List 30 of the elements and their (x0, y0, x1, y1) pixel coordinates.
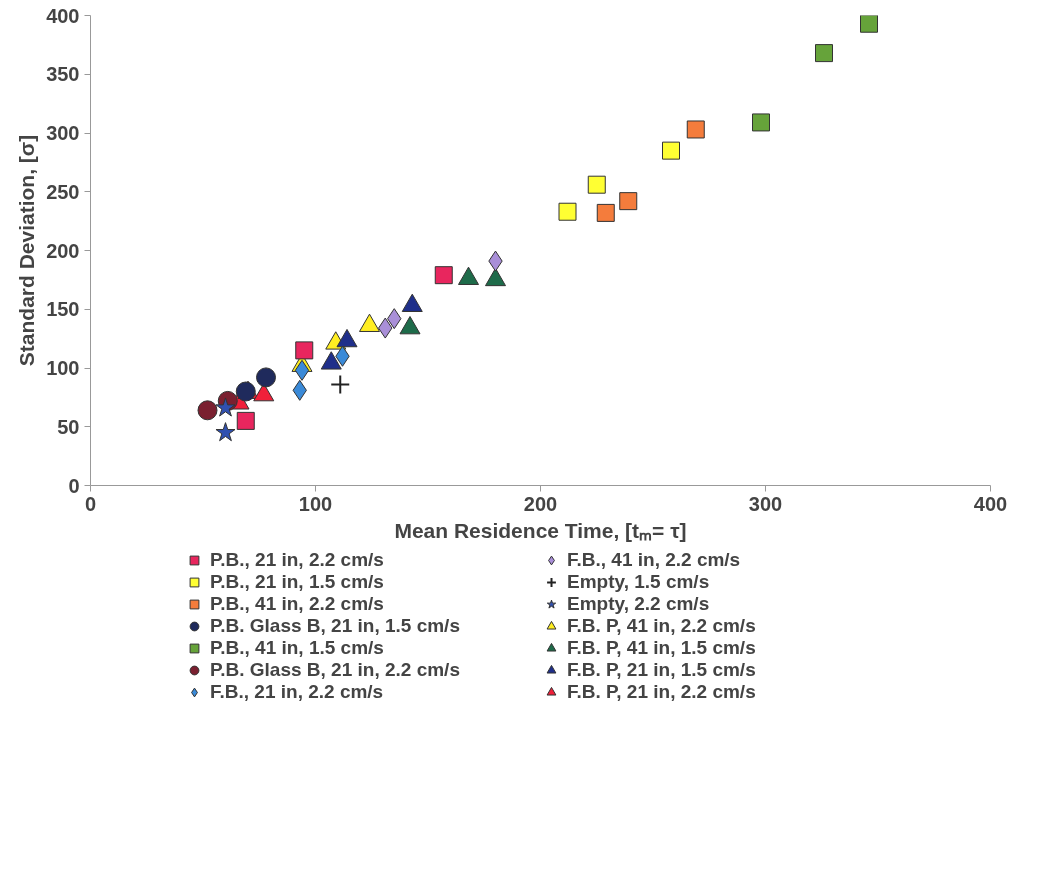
legend-label: P.B., 21 in, 1.5 cm/s (210, 571, 385, 593)
legend-label: Empty, 1.5 cm/s (567, 571, 711, 593)
legend-label: F.B. P, 21 in, 2.2 cm/s (567, 681, 757, 703)
x-tick-label: 100 (298, 492, 333, 515)
legend-label: F.B. P, 41 in, 1.5 cm/s (567, 637, 757, 659)
y-tick-label: 400 (46, 4, 80, 27)
y-tick-label: 250 (46, 180, 80, 203)
legend-label: P.B., 21 in, 2.2 cm/s (210, 549, 385, 571)
legend-label: F.B., 21 in, 2.2 cm/s (210, 681, 385, 703)
y-tick-label: 0 (68, 474, 80, 497)
y-tick-label: 300 (46, 122, 80, 144)
legend-label: P.B., 41 in, 2.2 cm/s (210, 593, 385, 615)
y-tick-label: 50 (57, 415, 80, 438)
legend-label: Empty, 2.2 cm/s (567, 593, 711, 615)
y-tick-label: 200 (46, 239, 80, 262)
legend-label: P.B. Glass B, 21 in, 1.5 cm/s (210, 615, 461, 637)
legend-label: F.B., 41 in, 2.2 cm/s (567, 549, 742, 571)
x-tick-label: 0 (84, 492, 97, 515)
y-tick-label: 100 (46, 357, 80, 379)
legend-label: P.B. Glass B, 21 in, 2.2 cm/s (210, 659, 461, 681)
y-tick-label: 350 (46, 63, 80, 86)
legend-label: F.B. P, 41 in, 2.2 cm/s (567, 615, 757, 637)
legend-label: P.B., 41 in, 1.5 cm/s (210, 637, 385, 659)
y-axis-title: Standard Deviation, [σ] (15, 134, 39, 367)
x-tick-label: 300 (748, 492, 783, 515)
x-tick-label: 400 (973, 492, 1008, 515)
legend-label: F.B. P, 21 in, 1.5 cm/s (567, 659, 757, 681)
x-tick-label: 200 (523, 492, 558, 515)
y-tick-label: 150 (46, 298, 80, 321)
x-axis-title: Mean Residence Time, [tₘ= τ] (394, 518, 687, 542)
